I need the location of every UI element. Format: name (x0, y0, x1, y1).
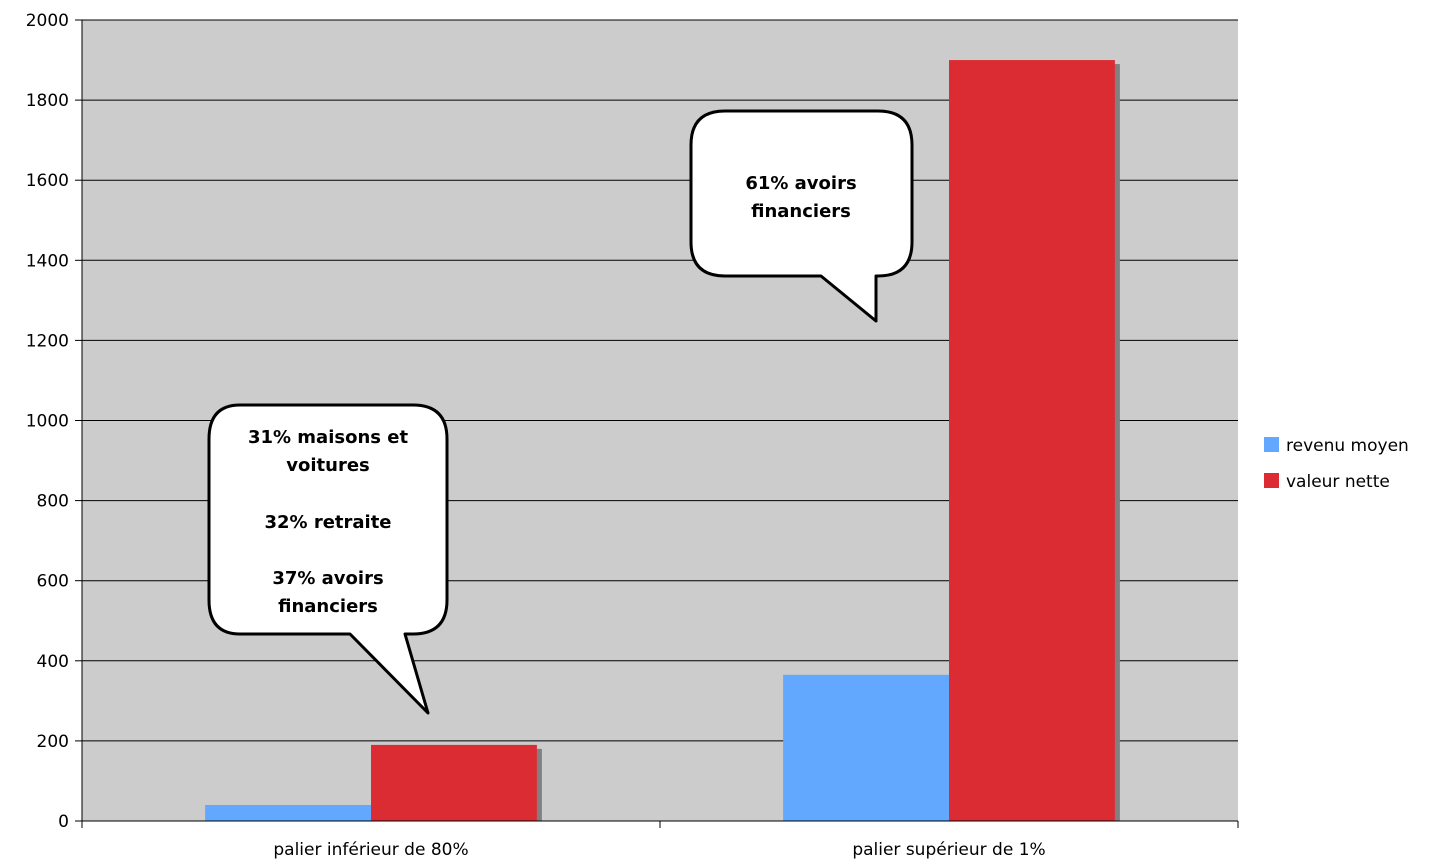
callout-1: 61% avoirs financiers (689, 109, 914, 323)
callout-1-bubble (689, 109, 914, 323)
y-tick-label: 0 (58, 812, 69, 832)
x-category-label: palier inférieur de 80% (273, 840, 468, 860)
callout-0-line-1: 31% maisons et (248, 427, 409, 448)
callout-0-line-5: financiers (278, 596, 378, 617)
y-tick-label: 600 (37, 572, 69, 592)
callout-0-line-2: voitures (286, 455, 370, 476)
legend-label-revenu-moyen: revenu moyen (1286, 436, 1409, 456)
y-tick-label: 1000 (26, 412, 69, 432)
bar (783, 674, 949, 821)
callout-1-line-1: 61% avoirs (745, 173, 856, 194)
y-tick-label: 1600 (26, 171, 69, 191)
y-tick-label: 400 (37, 652, 69, 672)
legend-swatch-valeur-nette (1264, 473, 1279, 488)
y-tick-label: 1800 (26, 91, 69, 111)
y-tick-label: 2000 (26, 11, 69, 31)
legend-label-valeur-nette: valeur nette (1286, 472, 1390, 492)
callout-0-line-3: 32% retraite (264, 512, 391, 533)
bars (205, 60, 1115, 822)
x-category-label: palier supérieur de 1% (852, 840, 1045, 860)
y-tick-label: 200 (37, 732, 69, 752)
x-category-labels: palier inférieur de 80% palier supérieur … (273, 840, 1045, 860)
bar (949, 60, 1115, 822)
callout-1-line-2: financiers (751, 201, 851, 222)
y-tick-label: 1400 (26, 251, 69, 271)
legend: revenu moyen valeur nette (1264, 436, 1409, 492)
y-tick-label: 800 (37, 492, 69, 512)
y-tick-label: 1200 (26, 331, 69, 351)
bar (205, 804, 371, 821)
y-tick-labels: 0 200 400 600 800 1000 1200 1400 1600 1800 2000 (26, 11, 69, 832)
callout-0-bubble (207, 403, 449, 715)
legend-swatch-revenu-moyen (1264, 437, 1279, 452)
callout-0: 31% maisons et voitures 32% retraite 37%… (207, 403, 449, 715)
callout-0-line-4: 37% avoirs (272, 568, 383, 589)
axes (75, 19, 1239, 828)
bar (371, 744, 537, 821)
